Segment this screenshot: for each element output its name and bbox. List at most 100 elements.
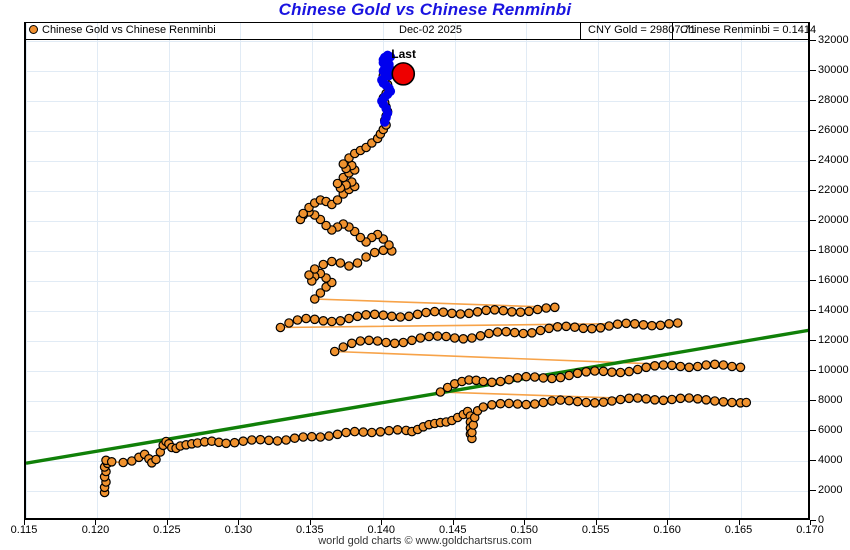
data-point <box>515 307 526 317</box>
data-point <box>595 322 606 333</box>
data-point <box>255 434 266 445</box>
data-point <box>315 288 326 298</box>
data-point <box>589 366 600 376</box>
data-point <box>398 337 409 348</box>
data-point <box>561 321 571 332</box>
data-point <box>289 433 300 443</box>
gridline-horizontal <box>26 401 808 402</box>
data-point <box>478 402 489 412</box>
data-point <box>332 178 343 189</box>
gridline-vertical <box>26 23 27 518</box>
data-point <box>309 294 320 304</box>
data-point <box>589 397 600 408</box>
x-axis-tick <box>738 520 740 525</box>
data-point <box>612 319 623 329</box>
data-point <box>615 367 626 378</box>
gridline-horizontal <box>26 131 808 132</box>
data-point <box>529 372 540 382</box>
data-point <box>641 362 651 373</box>
data-point <box>501 326 511 337</box>
data-point <box>386 311 397 322</box>
data-point <box>564 370 574 381</box>
data-point <box>569 322 580 332</box>
y-axis-tick <box>810 490 816 491</box>
data-point <box>532 304 543 315</box>
date-readout: Dec-02 2025 <box>399 24 462 36</box>
data-point <box>344 261 354 271</box>
x-axis-tick <box>95 520 97 525</box>
x-axis-label: 0.135 <box>296 524 324 536</box>
data-point <box>369 247 380 258</box>
data-point <box>655 320 666 331</box>
data-point <box>118 457 128 468</box>
data-point <box>741 397 752 408</box>
gridline-horizontal <box>26 71 808 72</box>
data-point <box>304 270 314 280</box>
data-point <box>392 424 403 435</box>
data-point <box>672 318 683 328</box>
data-point <box>489 304 500 315</box>
data-point <box>735 362 746 373</box>
last-point-label: Last <box>391 46 416 61</box>
data-point <box>306 431 317 442</box>
data-point <box>624 366 634 377</box>
data-point <box>429 306 440 317</box>
data-point <box>467 333 477 343</box>
legend-entry[interactable]: Chinese Gold vs Chinese Renminbi <box>29 22 216 39</box>
data-point <box>675 361 686 372</box>
x-axis-tick <box>381 520 383 525</box>
data-point <box>332 429 343 440</box>
y-axis-label: 18000 <box>818 244 849 256</box>
data-point <box>701 394 711 405</box>
data-point <box>578 323 589 334</box>
y-axis-label: 30000 <box>818 64 849 76</box>
data-point <box>298 432 308 442</box>
data-point <box>504 374 514 385</box>
data-point <box>529 399 540 409</box>
data-point <box>709 396 720 406</box>
gold-price-readout: CNY Gold = 29807.71 <box>580 22 696 39</box>
data-point <box>581 397 591 408</box>
x-axis-tick <box>810 520 811 525</box>
data-point <box>151 454 161 465</box>
data-point <box>284 318 294 328</box>
y-axis-label: 28000 <box>818 94 849 106</box>
x-axis-tick <box>595 520 597 525</box>
y-axis-tick <box>810 130 816 131</box>
page-title: Chinese Gold vs Chinese Renminbi <box>278 0 572 19</box>
y-axis-label: 32000 <box>818 34 849 46</box>
data-point <box>572 368 583 379</box>
last-data-point[interactable] <box>391 62 416 86</box>
info-bar: Chinese Gold vs Chinese Renminbi Dec-02 … <box>24 22 816 40</box>
x-axis-label: 0.115 <box>10 524 38 536</box>
x-axis-tick <box>452 520 454 525</box>
data-point <box>572 396 583 407</box>
data-point <box>607 367 617 377</box>
data-point <box>547 373 557 384</box>
data-point <box>309 264 320 274</box>
data-point <box>521 371 531 382</box>
data-point <box>321 220 331 231</box>
data-point <box>338 159 349 169</box>
data-point <box>498 305 509 316</box>
data-point <box>541 303 551 313</box>
gridline-horizontal <box>26 251 808 252</box>
data-point <box>238 436 248 446</box>
data-point <box>632 393 643 403</box>
data-point <box>341 427 351 438</box>
gridline-horizontal <box>26 341 808 342</box>
data-point <box>335 258 346 268</box>
data-point <box>424 331 434 342</box>
data-point <box>335 315 346 326</box>
data-point <box>544 323 554 334</box>
recent-data-points-group <box>377 50 396 127</box>
x-axis-label: 0.130 <box>224 524 253 536</box>
data-point <box>264 435 274 446</box>
data-points-group <box>99 57 752 498</box>
scatter-plot-layer <box>26 50 808 498</box>
data-point <box>458 333 469 344</box>
data-point <box>521 399 531 410</box>
gridline-vertical <box>740 23 742 518</box>
y-axis-tick <box>810 250 816 251</box>
y-axis-tick <box>810 100 816 101</box>
